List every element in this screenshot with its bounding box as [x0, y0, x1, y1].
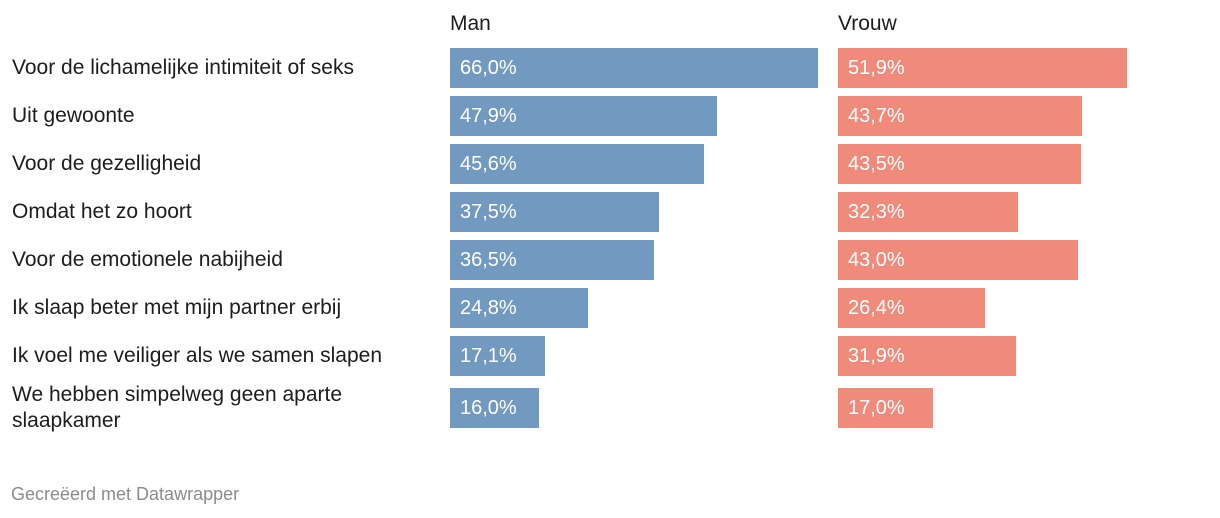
- bar-value-label: 43,0%: [848, 249, 905, 271]
- bar-vrouw[interactable]: 26,4%: [838, 288, 985, 328]
- bar-value-label: 26,4%: [848, 297, 905, 319]
- bar-value-label: 24,8%: [460, 297, 517, 319]
- bar-man[interactable]: 45,6%: [450, 144, 704, 184]
- category-label: Voor de lichamelijke intimiteit of seks: [12, 56, 354, 79]
- bar-vrouw[interactable]: 43,0%: [838, 240, 1078, 280]
- bar-vrouw[interactable]: 43,5%: [838, 144, 1081, 184]
- datawrapper-credit[interactable]: Gecreëerd met Datawrapper: [11, 484, 240, 504]
- category-label: Uit gewoonte: [12, 104, 135, 127]
- bar-value-label: 17,1%: [460, 345, 517, 367]
- bar-man[interactable]: 47,9%: [450, 96, 717, 136]
- bar-value-label: 31,9%: [848, 345, 905, 367]
- bar-value-label: 47,9%: [460, 105, 517, 127]
- bar-man[interactable]: 36,5%: [450, 240, 654, 280]
- bar-value-label: 66,0%: [460, 57, 517, 79]
- category-label: Ik slaap beter met mijn partner erbij: [12, 296, 342, 319]
- bar-vrouw[interactable]: 31,9%: [838, 336, 1016, 376]
- bar-value-label: 37,5%: [460, 201, 517, 223]
- column-header-vrouw: Vrouw: [838, 12, 897, 35]
- bar-value-label: 32,3%: [848, 201, 905, 223]
- category-label: Omdat het zo hoort: [12, 200, 192, 223]
- bar-vrouw[interactable]: 51,9%: [838, 48, 1127, 88]
- bar-value-label: 51,9%: [848, 57, 905, 79]
- bar-man[interactable]: 17,1%: [450, 336, 545, 376]
- split-bar-chart: Man Vrouw Voor de lichamelijke intimiteit …: [12, 12, 1127, 432]
- category-label: We hebben simpelweg geen aparte slaapkam…: [12, 383, 343, 432]
- bar-value-label: 17,0%: [848, 397, 905, 419]
- column-header-man: Man: [450, 12, 491, 35]
- category-label: Ik voel me veiliger als we samen slapen: [12, 344, 383, 367]
- bar-vrouw[interactable]: 43,7%: [838, 96, 1082, 136]
- bar-value-label: 43,7%: [848, 105, 905, 127]
- category-label: Voor de emotionele nabijheid: [12, 248, 283, 271]
- bar-vrouw[interactable]: 17,0%: [838, 388, 933, 428]
- bar-value-label: 16,0%: [460, 397, 517, 419]
- bar-man[interactable]: 24,8%: [450, 288, 588, 328]
- bar-value-label: 43,5%: [848, 153, 905, 175]
- category-label: Voor de gezelligheid: [12, 152, 202, 175]
- bar-man[interactable]: 37,5%: [450, 192, 659, 232]
- bar-value-label: 36,5%: [460, 249, 517, 271]
- bar-man[interactable]: 16,0%: [450, 388, 539, 428]
- bar-vrouw[interactable]: 32,3%: [838, 192, 1018, 232]
- bar-man[interactable]: 66,0%: [450, 48, 818, 88]
- bar-value-label: 45,6%: [460, 153, 517, 175]
